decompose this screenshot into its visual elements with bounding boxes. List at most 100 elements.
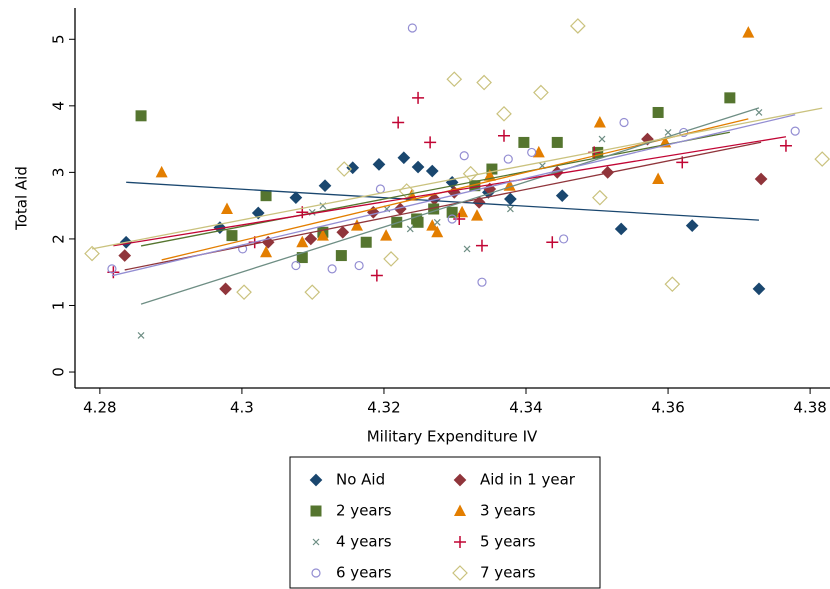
point — [555, 189, 569, 203]
point — [619, 117, 629, 128]
point — [614, 222, 628, 236]
point — [84, 245, 100, 262]
x-tick-label: 4.38 — [793, 399, 826, 417]
point — [336, 225, 350, 239]
point — [724, 92, 736, 104]
point — [296, 235, 309, 248]
point — [411, 160, 425, 174]
legend-marker — [454, 504, 466, 516]
point — [456, 205, 469, 218]
point — [471, 209, 484, 221]
point — [289, 191, 303, 205]
point — [790, 126, 800, 136]
point — [424, 136, 437, 149]
x-tick-label: 4.28 — [83, 399, 116, 417]
point — [475, 239, 488, 252]
point — [316, 229, 329, 241]
point — [814, 151, 830, 167]
point — [219, 282, 232, 296]
point — [412, 91, 425, 104]
point — [532, 145, 545, 158]
legend-label: 5 years — [480, 533, 536, 551]
fit-line — [140, 131, 730, 247]
point — [754, 172, 768, 186]
point — [570, 18, 586, 34]
point — [425, 164, 439, 178]
point — [518, 136, 530, 148]
point — [370, 269, 383, 282]
point — [546, 236, 559, 249]
legend-marker — [453, 473, 467, 487]
point — [462, 165, 479, 182]
point — [551, 136, 563, 148]
legend-label: 2 years — [336, 502, 392, 520]
point — [664, 276, 681, 293]
fit-line — [91, 107, 823, 250]
point — [527, 147, 537, 158]
point — [397, 151, 411, 165]
x-tick-label: 4.36 — [651, 399, 684, 417]
point — [135, 110, 147, 122]
legend-label: No Aid — [336, 471, 385, 489]
point — [220, 202, 233, 214]
point — [296, 252, 308, 264]
point — [453, 212, 466, 225]
x-tick-label: 4.34 — [509, 399, 542, 417]
point — [447, 214, 457, 224]
legend-marker — [452, 565, 468, 581]
point — [392, 116, 405, 129]
point — [486, 163, 498, 175]
point — [155, 165, 168, 178]
point — [406, 225, 414, 233]
legend-marker — [310, 505, 322, 517]
point — [433, 218, 441, 226]
point — [598, 135, 606, 143]
point — [372, 158, 386, 171]
legend-label: 3 years — [480, 502, 536, 520]
point — [503, 154, 513, 164]
point — [260, 245, 273, 258]
fit-line — [124, 141, 762, 271]
point — [383, 251, 399, 267]
fit-line — [140, 107, 760, 305]
y-tick-label: 0 — [50, 367, 68, 377]
point — [446, 71, 463, 88]
point — [380, 229, 393, 241]
point — [652, 172, 665, 185]
point — [477, 277, 487, 287]
y-tick-label: 1 — [50, 301, 68, 311]
point — [652, 106, 664, 118]
legend-marker — [311, 568, 321, 578]
point — [664, 129, 672, 136]
point — [407, 23, 417, 33]
point — [533, 84, 549, 101]
legend-label: Aid in 1 year — [480, 471, 576, 489]
point — [304, 284, 321, 301]
fit-line — [113, 136, 787, 247]
point — [260, 190, 272, 202]
point — [742, 26, 755, 38]
point — [327, 264, 337, 274]
point — [463, 245, 471, 253]
point — [446, 206, 458, 218]
legend-label: 7 years — [480, 564, 536, 582]
point — [346, 161, 360, 175]
x-tick-label: 4.3 — [230, 399, 254, 417]
plot-area — [84, 18, 830, 339]
point — [459, 151, 469, 161]
point — [360, 236, 372, 248]
point — [752, 282, 766, 296]
point — [251, 206, 265, 220]
legend-marker — [454, 536, 466, 548]
point — [506, 205, 514, 213]
point — [412, 216, 424, 228]
point — [755, 109, 763, 116]
point — [118, 249, 132, 262]
fit-line — [126, 181, 760, 221]
point — [469, 180, 481, 192]
point — [685, 219, 699, 232]
point — [304, 232, 318, 246]
y-tick-label: 5 — [50, 35, 68, 45]
point — [291, 260, 301, 271]
